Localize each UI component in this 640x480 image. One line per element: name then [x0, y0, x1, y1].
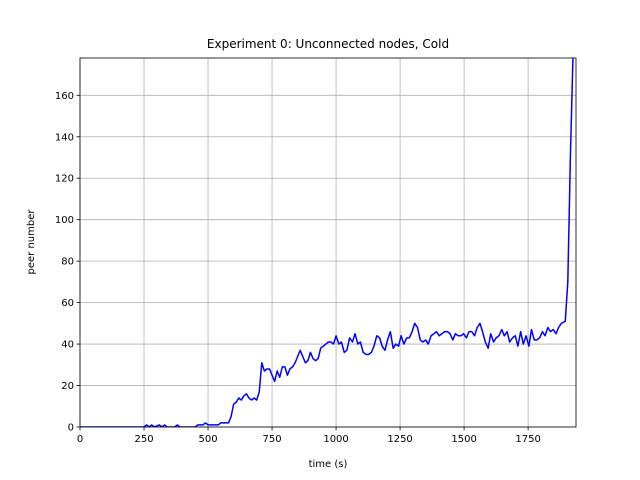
- x-tick-label: 250: [134, 434, 153, 445]
- x-tick-label: 1500: [451, 434, 476, 445]
- y-tick-label: 80: [61, 257, 74, 268]
- chart-title: Experiment 0: Unconnected nodes, Cold: [207, 37, 449, 51]
- data-line: [80, 58, 574, 427]
- x-tick-label: 0: [77, 434, 83, 445]
- x-axis-label: time (s): [309, 459, 348, 470]
- y-tick-label: 0: [68, 423, 74, 434]
- y-tick-label: 120: [55, 174, 74, 185]
- y-tick-label: 140: [55, 132, 74, 143]
- x-tick-label: 500: [198, 434, 217, 445]
- y-tick-label: 40: [61, 340, 74, 351]
- x-tick-label: 1250: [387, 434, 412, 445]
- y-axis-label: peer number: [26, 209, 37, 275]
- x-tick-label: 1000: [323, 434, 348, 445]
- ticks: 0 250 500 750 1000 1250 1500 1750 0 20 40 60 80 100 12…: [55, 91, 541, 445]
- x-tick-label: 1750: [515, 434, 540, 445]
- y-tick-label: 60: [61, 298, 74, 309]
- plot-area: [80, 58, 574, 427]
- grid: [79, 58, 576, 428]
- y-tick-label: 160: [55, 91, 74, 102]
- y-tick-label: 100: [55, 215, 74, 226]
- axes-frame: [79, 57, 577, 428]
- x-tick-label: 750: [263, 434, 282, 445]
- y-tick-label: 20: [61, 381, 74, 392]
